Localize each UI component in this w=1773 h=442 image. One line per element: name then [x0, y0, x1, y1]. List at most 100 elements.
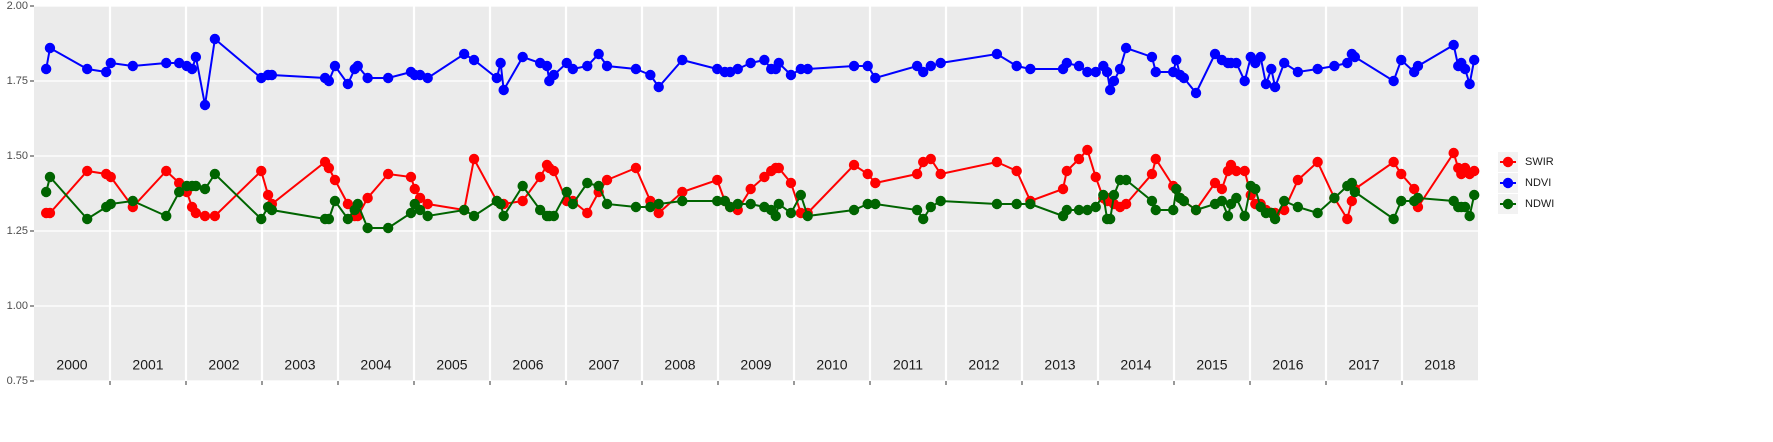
data-point — [870, 177, 881, 189]
data-point — [256, 165, 267, 177]
data-point — [1396, 168, 1407, 180]
data-point — [161, 165, 172, 177]
data-point — [582, 207, 593, 219]
data-point — [40, 63, 52, 75]
data-point — [1057, 183, 1069, 195]
data-point — [548, 69, 560, 81]
data-point — [1408, 183, 1420, 195]
data-point — [1104, 84, 1116, 96]
data-point — [190, 207, 202, 219]
data-point — [1222, 210, 1234, 222]
data-point — [1146, 51, 1158, 63]
data-point — [1239, 165, 1250, 177]
data-point — [190, 180, 202, 192]
data-point — [534, 171, 546, 183]
year-label: 2008 — [664, 357, 695, 373]
data-point — [1120, 198, 1132, 210]
data-point — [745, 198, 756, 210]
data-point — [329, 60, 341, 72]
legend-label: SWIR — [1525, 156, 1554, 168]
legend-label: NDVI — [1525, 177, 1551, 189]
data-point — [186, 63, 198, 75]
data-point — [405, 207, 417, 219]
data-point — [870, 72, 881, 84]
data-point — [862, 198, 873, 210]
data-point — [712, 195, 723, 207]
data-point — [745, 57, 756, 69]
data-point — [323, 162, 335, 174]
data-point — [382, 222, 394, 234]
data-point — [1209, 48, 1221, 60]
year-label: 2018 — [1424, 357, 1455, 373]
data-point — [458, 204, 470, 216]
data-point — [1108, 189, 1120, 201]
data-point — [785, 177, 797, 189]
data-point — [677, 54, 688, 66]
data-point — [548, 165, 560, 177]
data-point — [925, 201, 936, 213]
year-label: 2017 — [1348, 357, 1379, 373]
data-point — [653, 207, 664, 219]
data-point — [44, 42, 56, 54]
data-point — [1150, 153, 1161, 165]
data-point — [422, 198, 433, 210]
data-point — [1292, 201, 1304, 213]
data-point — [1269, 81, 1281, 93]
data-point — [422, 72, 433, 84]
data-point — [1346, 177, 1358, 189]
data-point — [1459, 201, 1471, 213]
data-point — [1231, 57, 1242, 69]
year-label: 2009 — [740, 357, 771, 373]
data-point — [653, 198, 664, 210]
data-point — [323, 213, 335, 225]
data-point — [495, 57, 506, 69]
data-point — [1346, 195, 1358, 207]
data-point — [534, 204, 546, 216]
data-point — [1448, 147, 1459, 159]
data-point — [593, 48, 604, 60]
data-point — [1146, 195, 1158, 207]
data-point — [1108, 75, 1120, 87]
data-point — [1171, 54, 1182, 66]
data-point — [653, 81, 664, 93]
y-tick-label: 1.00 — [7, 300, 28, 312]
data-point — [1388, 75, 1399, 87]
data-point — [422, 210, 433, 222]
data-point — [1349, 186, 1361, 198]
data-point — [1329, 192, 1340, 204]
year-label: 2003 — [284, 357, 315, 373]
data-point — [1292, 66, 1304, 78]
data-point — [1178, 195, 1190, 207]
data-point — [601, 174, 613, 186]
data-point — [1090, 171, 1101, 183]
data-point — [785, 207, 797, 219]
data-point — [1231, 192, 1242, 204]
data-point — [1469, 189, 1480, 201]
data-point — [1114, 63, 1126, 75]
data-point — [1190, 87, 1202, 99]
data-point — [161, 210, 172, 222]
data-point — [677, 186, 688, 198]
data-point — [561, 186, 572, 198]
data-point — [517, 180, 528, 192]
data-point — [1388, 213, 1399, 225]
data-point — [1312, 63, 1323, 75]
data-point — [127, 60, 138, 72]
data-point — [1260, 78, 1272, 90]
data-point — [1101, 66, 1113, 78]
data-point — [745, 183, 756, 195]
data-point — [44, 207, 56, 219]
y-tick-label: 1.75 — [7, 75, 28, 87]
data-point — [802, 63, 813, 75]
data-point — [105, 198, 116, 210]
data-point — [1292, 174, 1304, 186]
data-point — [342, 213, 354, 225]
data-point — [517, 195, 528, 207]
data-point — [1150, 66, 1161, 78]
data-point — [498, 210, 509, 222]
data-point — [918, 66, 929, 78]
year-label: 2001 — [132, 357, 163, 373]
data-point — [1090, 201, 1101, 213]
data-point — [44, 171, 56, 183]
data-point — [1464, 78, 1475, 90]
